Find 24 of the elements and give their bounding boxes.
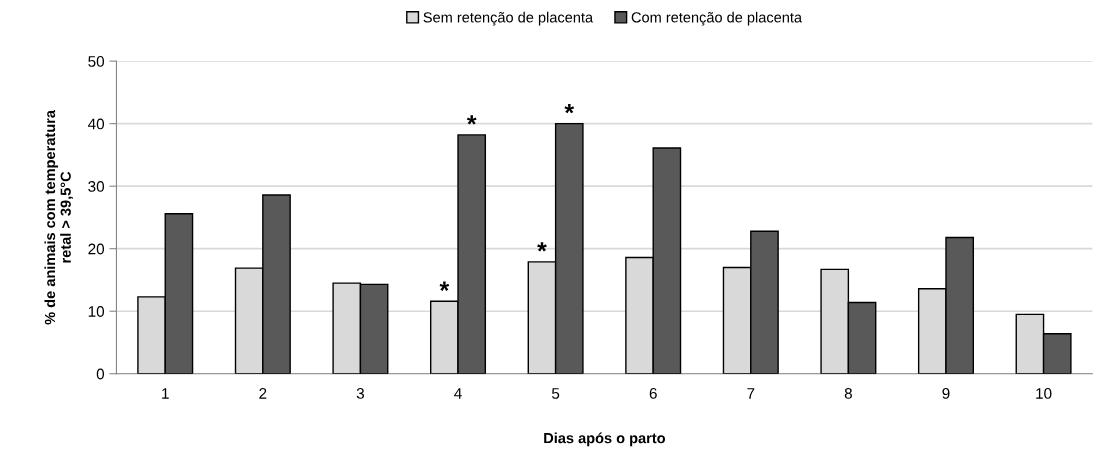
annotation: * [537, 242, 547, 252]
x-tick-label: 1 [162, 388, 169, 399]
y-tick-label: 50 [88, 56, 105, 67]
x-tick-label: 9 [942, 388, 950, 399]
x-tick-label: 4 [454, 388, 462, 399]
x-tick-label: 8 [844, 388, 852, 399]
y-axis-title: % de animais com temperatura retal > 39,5°C [44, 109, 73, 325]
y-tick-label: 30 [88, 181, 105, 192]
y-tick-label: 20 [88, 243, 105, 255]
x-tick-label: 3 [356, 388, 364, 399]
legend-label: Sem retenção de placenta [423, 11, 594, 26]
x-axis-title: Dias após o parto [544, 432, 666, 447]
x-tick-label: 2 [259, 388, 267, 399]
annotation: * [439, 281, 450, 291]
legend-label: Com retenção de placenta [631, 11, 803, 26]
annotation: * [466, 115, 477, 125]
annotation: * [564, 104, 575, 114]
y-tick-label: 10 [88, 306, 105, 317]
x-tick-label: 10 [1036, 388, 1052, 399]
y-tick-label: 40 [88, 118, 105, 130]
y-tick-label: 0 [96, 368, 105, 380]
x-tick-label: 7 [747, 388, 755, 399]
x-tick-label: 5 [551, 388, 560, 399]
x-tick-label: 6 [649, 388, 657, 399]
